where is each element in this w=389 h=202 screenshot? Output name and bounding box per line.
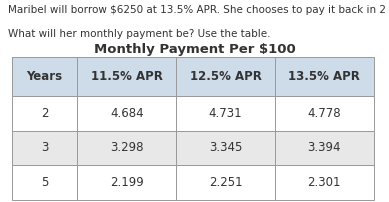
Text: 13.5% APR: 13.5% APR — [288, 70, 360, 83]
Text: 4.778: 4.778 — [307, 107, 341, 120]
Text: 11.5% APR: 11.5% APR — [91, 70, 163, 83]
Bar — [12, 57, 77, 96]
Bar — [77, 96, 176, 131]
Bar — [176, 96, 275, 131]
Text: 4.731: 4.731 — [209, 107, 242, 120]
Bar — [77, 131, 176, 165]
Text: 2.301: 2.301 — [308, 176, 341, 189]
Text: Monthly Payment Per $100: Monthly Payment Per $100 — [94, 43, 295, 56]
Bar — [12, 165, 77, 200]
Bar — [77, 165, 176, 200]
Text: What will her monthly payment be? Use the table.: What will her monthly payment be? Use th… — [8, 29, 270, 39]
Bar — [12, 96, 77, 131]
Bar — [275, 57, 374, 96]
Bar — [275, 165, 374, 200]
Bar — [275, 96, 374, 131]
Text: 2.199: 2.199 — [110, 176, 144, 189]
Text: 2.251: 2.251 — [209, 176, 242, 189]
Bar — [176, 57, 275, 96]
Text: 4.684: 4.684 — [110, 107, 144, 120]
Text: 3.345: 3.345 — [209, 141, 242, 155]
Bar — [176, 165, 275, 200]
Bar — [176, 131, 275, 165]
Bar — [275, 131, 374, 165]
Text: 3.298: 3.298 — [110, 141, 144, 155]
Text: 12.5% APR: 12.5% APR — [190, 70, 261, 83]
Bar — [12, 131, 77, 165]
Text: 2: 2 — [41, 107, 48, 120]
Text: Years: Years — [26, 70, 63, 83]
Text: Maribel will borrow $6250 at 13.5% APR. She chooses to pay it back in 2 years.: Maribel will borrow $6250 at 13.5% APR. … — [8, 5, 389, 15]
Text: 5: 5 — [41, 176, 48, 189]
Bar — [77, 57, 176, 96]
Text: 3: 3 — [41, 141, 48, 155]
Text: 3.394: 3.394 — [308, 141, 341, 155]
